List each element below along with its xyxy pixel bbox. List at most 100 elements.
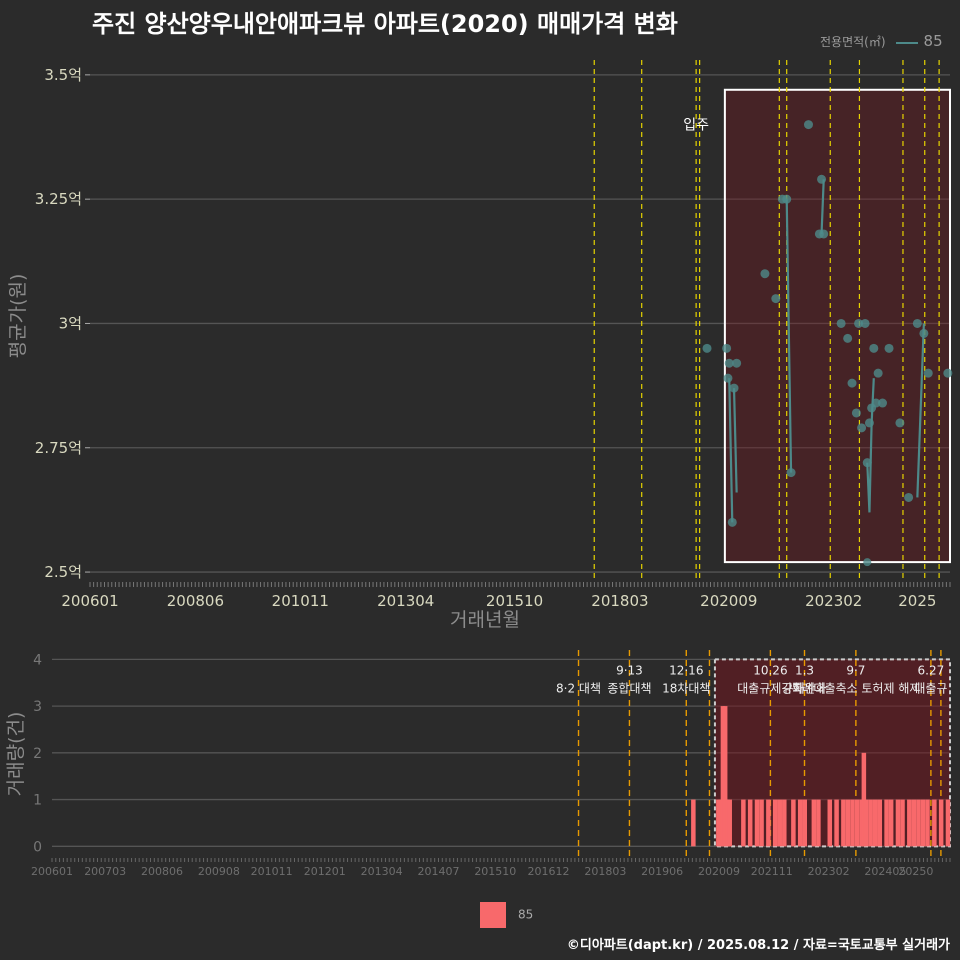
volume-bar	[791, 799, 796, 847]
volume-bar	[772, 799, 778, 847]
price-point	[843, 333, 853, 343]
volume-bar	[691, 799, 696, 847]
volume-bar	[850, 799, 855, 847]
price-point	[863, 558, 872, 567]
volume-bar	[925, 799, 930, 847]
volume-bar	[854, 799, 860, 847]
price-point	[919, 328, 929, 338]
chart-title: 주진 양산양우내안애파크뷰 아파트(2020) 매매가격 변화	[92, 10, 678, 38]
volume-x-tick-label: 201906	[641, 865, 683, 878]
volume-bar	[845, 799, 851, 847]
price-point	[836, 318, 846, 328]
price-y-tick-label: 3억	[59, 314, 82, 332]
price-point	[723, 373, 733, 383]
legend-bottom-label: 85	[518, 907, 534, 922]
price-y-tick-label: 2.5억	[44, 563, 82, 581]
price-point	[854, 318, 864, 328]
price-point	[771, 294, 781, 304]
volume-bar	[725, 799, 730, 847]
volume-bar	[920, 799, 926, 847]
price-point	[760, 269, 770, 279]
volume-bar	[759, 799, 764, 847]
price-point	[923, 368, 933, 378]
price-point	[847, 378, 857, 388]
price-x-tick-label: 202302	[805, 592, 862, 610]
volume-bar	[938, 799, 944, 847]
price-point	[727, 517, 737, 527]
policy-text-label: 특례대출축소 토허제 해제	[791, 681, 920, 695]
price-point	[904, 492, 914, 502]
price-line-segment	[732, 388, 738, 493]
volume-bar	[900, 799, 905, 847]
policy-date-label: 12·16	[669, 663, 703, 677]
price-point	[724, 358, 734, 368]
volume-bar	[722, 706, 728, 847]
price-line-segment	[916, 323, 925, 498]
price-point	[860, 318, 870, 328]
volume-bar	[859, 799, 864, 847]
volume-bar	[727, 799, 732, 847]
volume-bar	[716, 799, 721, 847]
volume-bar	[872, 799, 878, 847]
price-point	[895, 418, 905, 428]
price-point	[871, 398, 881, 408]
price-y-tick-label: 2.75억	[35, 439, 82, 457]
volume-bar	[747, 799, 753, 847]
volume-bar	[720, 706, 726, 847]
volume-x-tick-label: 201011	[251, 865, 293, 878]
volume-bar	[797, 799, 803, 847]
volume-x-tick-label: 201304	[361, 865, 403, 878]
price-point	[943, 368, 953, 378]
volume-bar	[877, 799, 883, 847]
price-x-tick-label: 200806	[167, 592, 224, 610]
legend-bottom: 85	[480, 902, 533, 928]
policy-date-label: 1.3	[795, 663, 814, 677]
price-x-tick-label: 200601	[61, 592, 118, 610]
volume-bar	[841, 799, 846, 847]
policy-text-label: 대출규	[914, 681, 947, 695]
price-x-tick-label: 201510	[486, 592, 543, 610]
legend-top-label: 전용면적(㎡)	[820, 35, 886, 49]
price-point	[851, 408, 861, 418]
source-footer: ©디아파트(dapt.kr) / 2025.08.12 / 자료=국토교통부 실…	[566, 938, 950, 953]
volume-bar	[718, 799, 723, 847]
volume-x-tick-label: 200703	[84, 865, 126, 878]
volume-bar	[741, 799, 746, 847]
price-point	[862, 458, 872, 468]
policy-text-label: 18차대책	[662, 680, 710, 695]
price-point	[732, 358, 742, 368]
move-in-annotation: 입주	[683, 118, 709, 134]
volume-y-axis-title: 거래량(건)	[5, 712, 27, 797]
volume-x-tick-label: 202111	[751, 865, 793, 878]
volume-y-tick-label: 1	[33, 793, 42, 809]
price-point	[869, 343, 879, 353]
volume-bar	[777, 799, 782, 847]
volume-bar	[802, 799, 808, 847]
price-line-segment	[785, 199, 793, 473]
policy-date-label: 9·13	[616, 663, 643, 677]
price-point	[817, 174, 827, 184]
volume-y-tick-label: 2	[33, 746, 42, 762]
volume-bar	[834, 799, 839, 847]
price-point	[912, 318, 922, 328]
volume-bar	[932, 799, 937, 847]
volume-bar	[816, 799, 821, 847]
legend-bar-swatch	[480, 902, 506, 928]
volume-bar	[888, 799, 894, 847]
price-line-segment	[728, 378, 734, 523]
volume-y-tick-label: 0	[33, 839, 42, 855]
volume-bar	[754, 799, 760, 847]
price-y-tick-label: 3.25억	[35, 190, 82, 208]
volume-bar	[861, 752, 867, 847]
price-point	[786, 468, 796, 478]
volume-x-tick-label: 201407	[417, 865, 459, 878]
price-point	[873, 368, 883, 378]
policy-date-label: 10.26	[753, 663, 787, 677]
price-x-tick-label: 2025	[898, 592, 936, 610]
volume-bar	[884, 799, 889, 847]
volume-x-tick-label: 202009	[698, 865, 740, 878]
price-y-tick-label: 3.5억	[44, 66, 82, 84]
policy-text-label: 8·2 대책	[556, 680, 601, 695]
volume-y-tick-label: 4	[33, 652, 42, 668]
